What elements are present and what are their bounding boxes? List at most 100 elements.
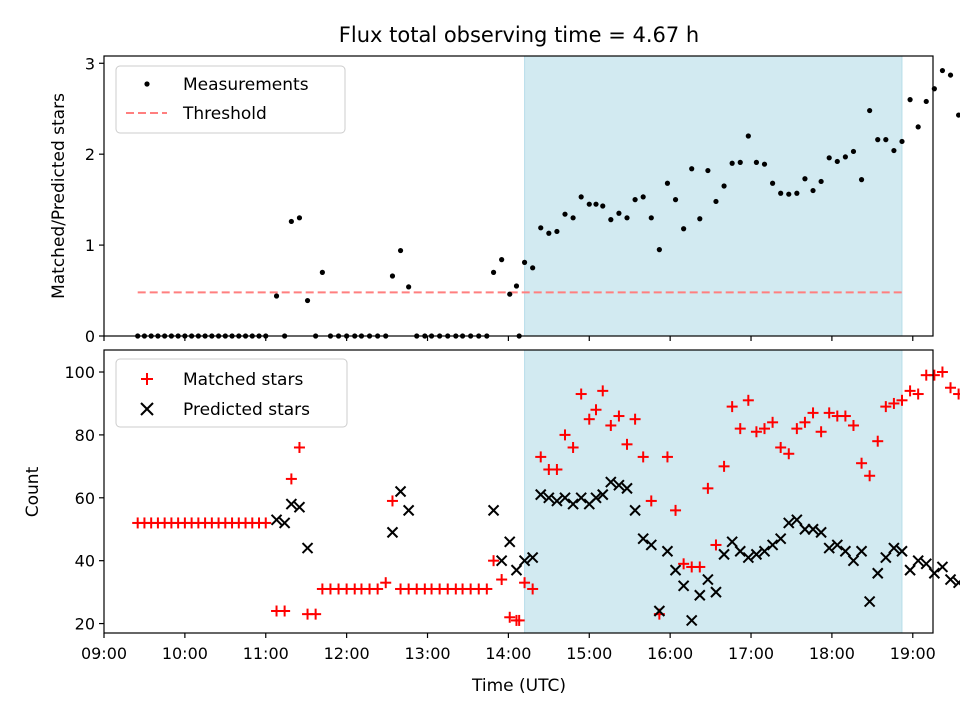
bottom-panel-x-axis: 09:00 10:00 11:00 12:00 13:00 14:00 15:00 16:00… [81,633,936,663]
measurement-point [826,155,832,161]
measurement-point [273,293,280,299]
predicted-star-point [661,545,674,557]
predicted-star-point [920,558,932,570]
measurement-point [672,197,679,203]
predicted-star-point [944,573,957,586]
predicted-star-point [766,539,779,551]
legend-measurements-label: Measurements [183,75,309,95]
predicted-star-point [559,492,571,504]
matched-star-point [279,605,291,617]
measurement-point [490,269,497,275]
predicted-star-point [863,595,876,608]
matched-star-point [953,388,960,400]
bottom-panel: 20 40 60 80 100 09:00 10:00 11:00 12:00 13:00 14:… [23,349,960,696]
predicted-star-point [621,482,633,495]
matched-star-point [896,394,908,406]
matched-star-point [481,583,493,595]
matched-star-point [260,517,272,529]
measurement-point [616,210,622,216]
matched-star-point [527,583,539,595]
y-tick-label: 1 [85,236,95,255]
top-panel-x-ticks [103,336,914,341]
matched-star-point [888,397,900,409]
matched-star-point [759,423,771,435]
measurement-point [818,178,824,185]
measurement-point [648,215,654,221]
matched-star-point [513,614,525,626]
x-tick-label: 16:00 [647,644,693,663]
measurement-point [689,166,695,172]
y-tick-label: 60 [75,489,95,508]
matched-star-point [734,423,746,435]
measurement-point [397,247,404,254]
y-tick-label: 0 [85,327,95,346]
y-tick-label: 80 [75,426,95,445]
measurement-point [681,226,687,232]
predicted-star-point [402,504,415,517]
matched-star-point [597,385,609,397]
matched-star-point [791,423,803,435]
measurement-point [858,177,865,183]
matched-star-point [847,419,859,431]
y-tick-label: 3 [85,54,95,73]
measurement-point [794,190,800,196]
predicted-star-point [278,517,291,529]
matched-star-point [678,558,690,570]
matched-star-point [285,473,297,485]
measurement-point [640,194,646,200]
predicted-star-point [535,488,547,501]
matched-star-point [823,407,835,419]
predicted-star-point [839,545,852,557]
predicted-star-point [815,526,827,539]
bottom-panel-legend-box [115,358,348,428]
x-tick-label: 15:00 [566,644,612,663]
measurement-point [939,67,946,74]
predicted-star-point [872,567,884,579]
top-panel-y-axis: 0 1 2 3 [85,54,104,346]
predicted-star-point [896,545,908,557]
matched-star-point [645,495,657,507]
predicted-star-point [823,542,835,554]
measurement-point [288,218,294,225]
predicted-star-point [726,536,738,548]
matched-star-point [872,435,884,447]
measurement-point [907,97,913,103]
matched-star-point [605,419,617,431]
predicted-star-point [510,564,523,576]
legend-predicted-marker [140,402,154,416]
legend-threshold-label: Threshold [182,104,267,124]
predicted-star-point [686,614,698,627]
measurement-point [554,228,560,235]
predicted-star-point [653,605,666,617]
measurement-point [891,147,897,154]
measurement-point [802,176,808,182]
measurement-point [778,190,784,196]
matched-star-point [670,504,682,516]
matched-star-point [856,457,868,469]
matched-star-point [488,555,500,567]
measurement-point [319,269,325,275]
measurement-point [538,225,544,231]
matched-star-point [945,382,957,394]
predicted-star-point [774,532,787,545]
measurement-point [562,211,568,217]
matched-star-point [583,413,595,425]
predicted-star-point [710,586,722,598]
measurement-point [737,159,743,165]
x-tick-label: 17:00 [728,644,774,663]
x-tick-label: 10:00 [162,644,208,663]
predicted-star-point [394,485,407,498]
x-tick-label: 18:00 [809,644,855,663]
measurement-point [705,167,711,174]
matched-star-point [936,366,948,378]
predicted-star-point [888,542,900,554]
predicted-star-point [904,564,916,576]
measurement-point [713,198,719,205]
top-panel-frame [103,55,934,337]
matched-star-point [750,426,762,438]
predicted-star-point [758,545,771,557]
predicted-star-point [629,504,641,517]
measurement-point [761,161,768,167]
predicted-star-point [783,517,795,529]
x-tick-label: 19:00 [890,644,936,663]
